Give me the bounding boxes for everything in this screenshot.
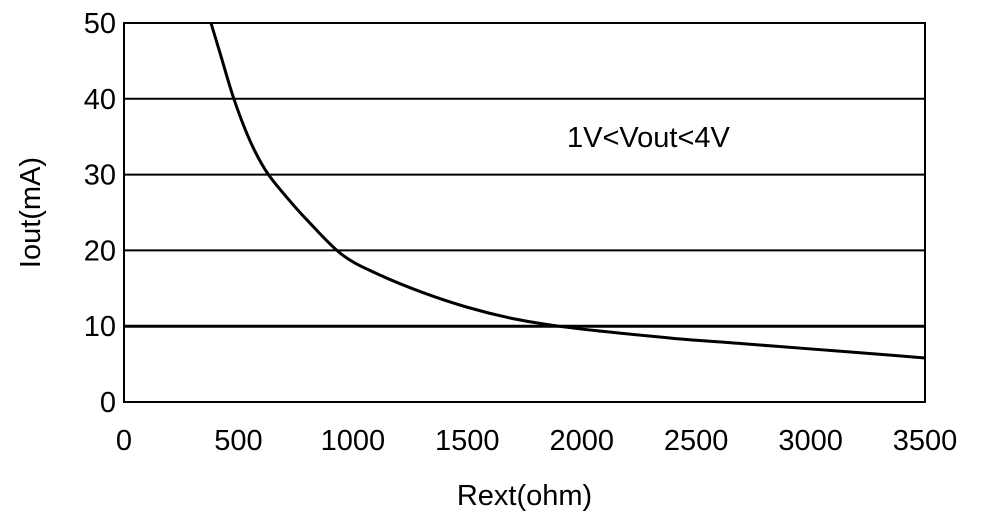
iout-curve: [209, 22, 926, 360]
x-tick-label: 3500: [893, 425, 958, 457]
x-tick-label: 0: [116, 425, 132, 457]
x-tick-label: 3000: [778, 425, 843, 457]
gridlines: [124, 97, 925, 328]
y-tick-label: 10: [84, 311, 116, 343]
x-axis-tick-labels: 0 500 1000 1500 2000 2500 3000 3500: [116, 425, 957, 457]
x-axis-title: Rext(ohm): [457, 480, 592, 512]
x-tick-label: 500: [214, 425, 262, 457]
x-tick-label: 1000: [321, 425, 386, 457]
y-tick-label: 30: [84, 160, 116, 192]
y-axis-title: Iout(mA): [15, 157, 47, 268]
y-tick-label: 50: [84, 8, 116, 40]
y-axis-tick-labels: 0 10 20 30 40 50: [84, 8, 116, 419]
voltage-range-annotation: 1V<Vout<4V: [567, 122, 731, 154]
plot-area-frame: [123, 22, 926, 403]
y-tick-label: 20: [84, 235, 116, 267]
x-tick-label: 2000: [549, 425, 614, 457]
y-tick-label: 40: [84, 84, 116, 116]
x-tick-label: 1500: [435, 425, 500, 457]
x-tick-label: 2500: [664, 425, 729, 457]
y-tick-label: 0: [100, 387, 116, 419]
